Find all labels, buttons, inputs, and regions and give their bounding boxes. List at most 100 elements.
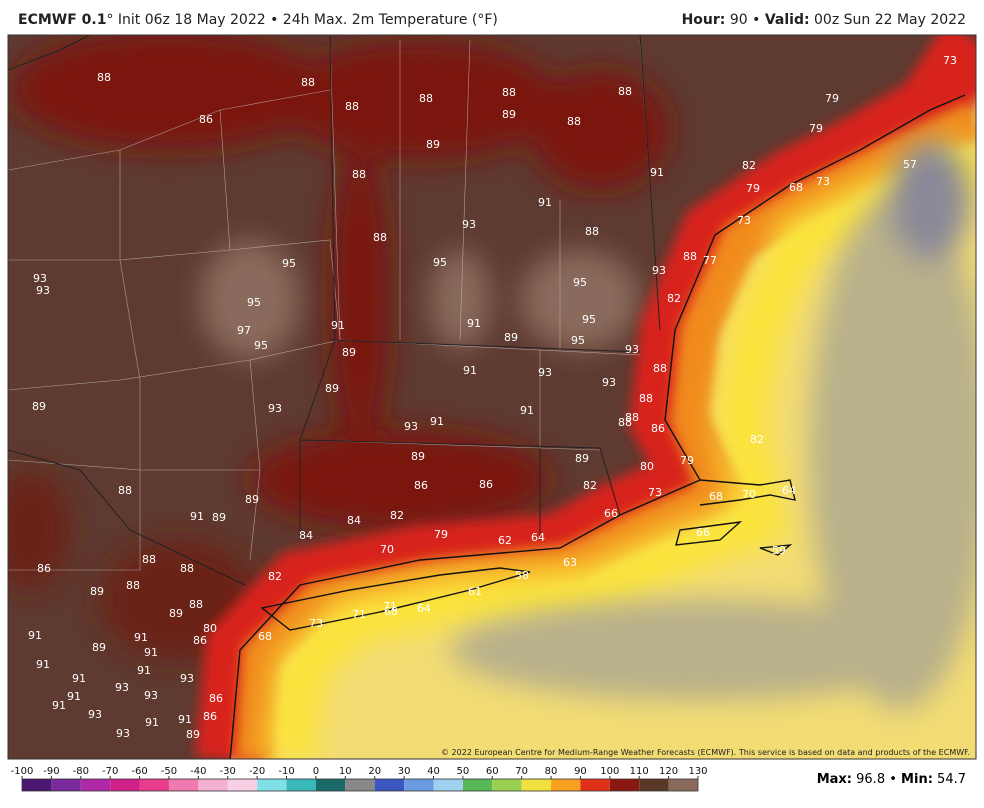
colorbar-tick-label: -70: [102, 766, 118, 777]
temperature-label: 88: [189, 598, 203, 611]
temperature-label: 80: [640, 460, 654, 473]
temperature-label: 62: [498, 534, 512, 547]
temperature-label: 91: [67, 690, 81, 703]
temperature-label: 88: [419, 92, 433, 105]
colorbar-segment: [198, 779, 228, 791]
temperature-label: 79: [680, 454, 694, 467]
temperature-label: 88: [126, 579, 140, 592]
colorbar-segment: [257, 779, 287, 791]
map-frame: [7, 34, 977, 760]
separator: •: [752, 12, 761, 28]
temperature-label: 79: [825, 92, 839, 105]
temperature-label: 88: [345, 100, 359, 113]
colorbar-tick-label: 60: [486, 766, 499, 777]
temperature-label: 89: [186, 728, 200, 741]
colorbar-tick-label: -40: [190, 766, 206, 777]
temperature-label: 91: [144, 646, 158, 659]
colorbar-segment: [227, 779, 258, 791]
temperature-label: 82: [268, 570, 282, 583]
temperature-label: 91: [331, 319, 345, 332]
temperature-label: 66: [604, 507, 618, 520]
colorbar-segment: [80, 779, 111, 791]
model: ECMWF 0.1: [18, 12, 107, 28]
temperature-label: 88: [639, 392, 653, 405]
temperature-label: 88: [585, 225, 599, 238]
temperature-label: 79: [746, 182, 760, 195]
temperature-label: 91: [72, 672, 86, 685]
colorbar-segment: [639, 779, 669, 791]
temperature-label: 95: [254, 339, 268, 352]
temperature-label: 66: [696, 526, 710, 539]
hour: 90: [729, 12, 748, 28]
valid: 00z Sun 22 May 2022: [814, 12, 966, 28]
temperature-label: 93: [538, 366, 552, 379]
colorbar-tick-label: 10: [339, 766, 352, 777]
temperature-label: 89: [245, 493, 259, 506]
temperature-label: 91: [430, 415, 444, 428]
temperature-label: 80: [203, 622, 217, 635]
hour-label: Hour:: [681, 12, 726, 28]
temperature-label: 89: [169, 607, 183, 620]
temperature-label: 86: [209, 692, 223, 705]
colorbar-tick-label: 50: [457, 766, 470, 777]
temperature-label: 59: [772, 544, 786, 557]
colorbar-segment: [22, 779, 52, 791]
credit: © 2022 European Centre for Medium-Range …: [441, 748, 970, 757]
max: 96.8: [856, 772, 886, 787]
temperature-label: 86: [203, 710, 217, 723]
temperature-label: 82: [742, 159, 756, 172]
temperature-label: 64: [417, 602, 431, 615]
temperature-label: 61: [468, 585, 482, 598]
temperature-label: 93: [404, 420, 418, 433]
temperature-label: 93: [625, 343, 639, 356]
temperature-label: 89: [90, 585, 104, 598]
temperature-label: 88: [618, 416, 632, 429]
temperature-label: 91: [190, 510, 204, 523]
temperature-label: 91: [36, 658, 50, 671]
temperature-label: 91: [463, 364, 477, 377]
temperature-label: 93: [462, 218, 476, 231]
temperature-label: 88: [118, 484, 132, 497]
temperature-label: 93: [115, 681, 129, 694]
temperature-label: 73: [943, 54, 957, 67]
temperature-label: 89: [575, 452, 589, 465]
temperature-label: 82: [390, 509, 404, 522]
colorbar-segment: [551, 779, 581, 791]
temperature-label: 88: [653, 362, 667, 375]
temperature-label: 93: [88, 708, 102, 721]
colorbar-tick-label: 80: [545, 766, 558, 777]
temperature-label: 73: [737, 214, 751, 227]
temperature-label: 88: [180, 562, 194, 575]
colorbar-segment: [286, 779, 316, 791]
colorbar-tick-label: -80: [73, 766, 89, 777]
colorbar-tick-label: -90: [43, 766, 59, 777]
temperature-label: 73: [648, 486, 662, 499]
temperature-label: 86: [651, 422, 665, 435]
temperature-label: 70: [380, 543, 394, 556]
temperature-label: 89: [502, 108, 516, 121]
temperature-label: 89: [342, 346, 356, 359]
colorbar-segment: [668, 779, 698, 791]
temperature-label: 88: [301, 76, 315, 89]
temperature-label: 93: [652, 264, 666, 277]
colorbar-tick-label: 0: [313, 766, 319, 777]
colorbar-segment: [110, 779, 140, 791]
temperature-label: 71: [352, 608, 366, 621]
temperature-label: 93: [36, 284, 50, 297]
temperature-label: 88: [618, 85, 632, 98]
temperature-label: 89: [504, 331, 518, 344]
temperature-label: 89: [411, 450, 425, 463]
temperature-label: 91: [134, 631, 148, 644]
temperature-label: 95: [582, 313, 596, 326]
header-left: ECMWF 0.1° Init 06z 18 May 2022 • 24h Ma…: [18, 12, 498, 32]
colorbar-tick-label: -50: [161, 766, 177, 777]
temperature-label: 91: [52, 699, 66, 712]
colorbar-segment: [139, 779, 169, 791]
temperature-label: 95: [573, 276, 587, 289]
temperature-label: 91: [28, 629, 42, 642]
colorbar-segment: [492, 779, 522, 791]
colorbar-segment: [168, 779, 199, 791]
colorbar-segment: [315, 779, 346, 791]
map-field: [8, 35, 976, 759]
temperature-label: 89: [212, 511, 226, 524]
